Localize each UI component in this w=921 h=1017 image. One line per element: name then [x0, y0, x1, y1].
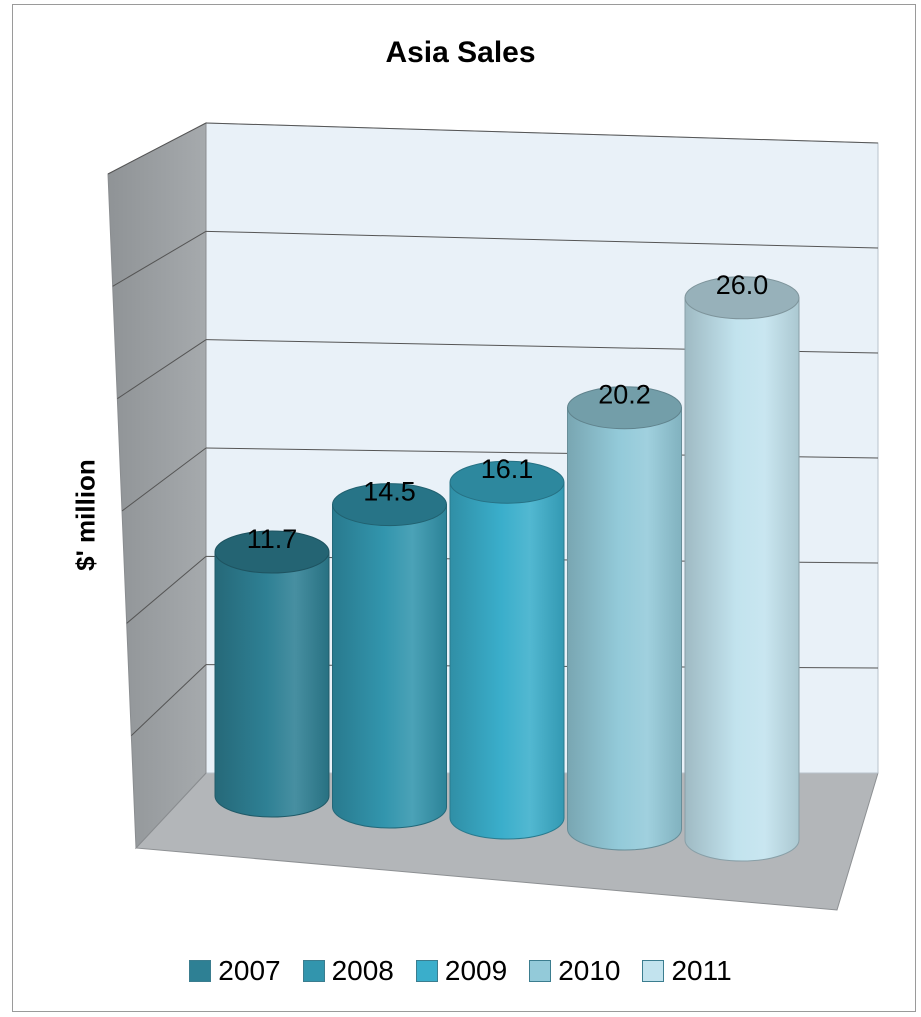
data-label-2010: 20.2 [598, 380, 651, 410]
data-label-2007: 11.7 [247, 524, 298, 554]
chart-title: Asia Sales [385, 36, 536, 69]
legend-item-2007: 2007 [189, 955, 281, 987]
data-label-2011: 26.0 [716, 270, 769, 300]
legend-item-2011: 2011 [642, 955, 732, 987]
legend-swatch-2010 [529, 960, 552, 982]
legend-swatch-2008 [302, 960, 325, 982]
gridline-side [112, 230, 207, 287]
chart-legend: 2007 2008 2009 2010 2011 [0, 955, 921, 987]
y-axis-label: $' million [70, 459, 101, 571]
bar-top-2007 [214, 530, 330, 574]
bar-2007 [214, 551, 330, 818]
legend-swatch-2007 [189, 960, 212, 982]
gridline-side [130, 664, 207, 737]
legend-swatch-2011 [642, 960, 665, 982]
data-label-2008: 14.5 [363, 477, 416, 507]
legend-swatch-2009 [415, 960, 438, 982]
legend-label-2009: 2009 [444, 955, 508, 986]
bar-top-2009 [449, 460, 565, 504]
gridline-back [205, 230, 879, 249]
bar-top-2008 [332, 483, 447, 527]
bar-2010 [567, 407, 682, 851]
gridline-side [117, 339, 207, 400]
legend-item-2010: 2010 [529, 955, 620, 987]
legend-label-2011: 2011 [671, 955, 732, 986]
data-label-2009: 16.1 [481, 454, 534, 484]
gridline-side [107, 122, 207, 175]
legend-label-2010: 2010 [558, 955, 621, 986]
bar-top-2011 [684, 276, 800, 320]
bar-2008 [332, 504, 447, 829]
bar-top-2010 [567, 386, 682, 430]
bar-2011 [684, 297, 800, 862]
bar-2009 [449, 481, 565, 840]
gridline-side [121, 447, 207, 512]
legend-label-2007: 2007 [218, 955, 281, 986]
side-wall [107, 122, 207, 850]
gridline-side [126, 555, 207, 624]
gridline-back [205, 122, 879, 144]
legend-item-2009: 2009 [415, 955, 508, 987]
legend-item-2008: 2008 [302, 955, 394, 987]
legend-label-2008: 2008 [331, 955, 394, 986]
